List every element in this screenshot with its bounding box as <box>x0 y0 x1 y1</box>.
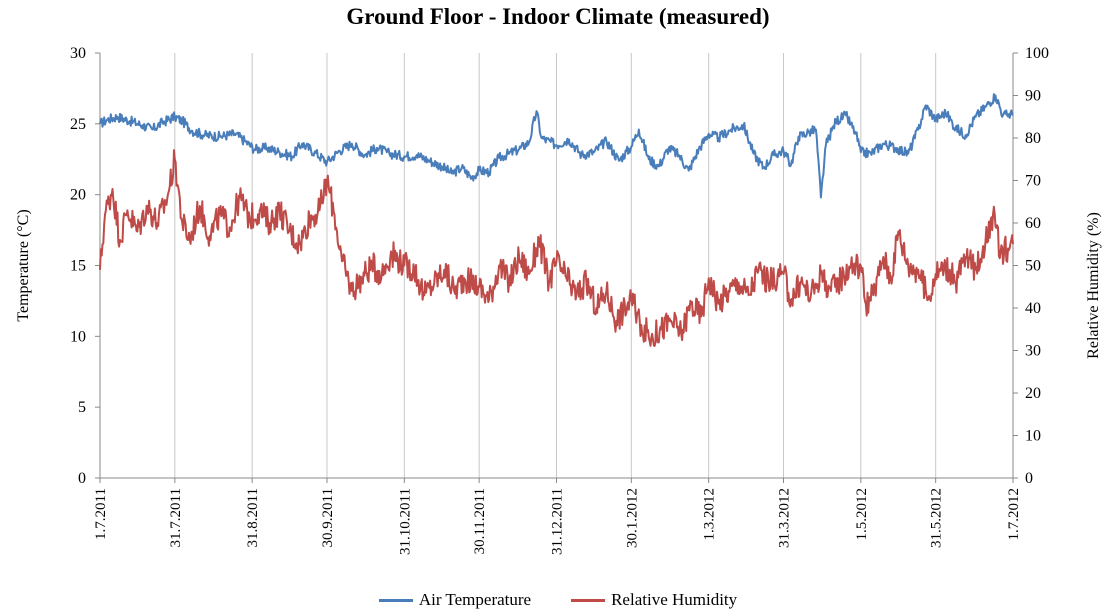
x-tick-label: 30.9.2011 <box>320 488 336 547</box>
y-left-tick-label: 30 <box>70 45 86 62</box>
x-tick-label: 1.3.2012 <box>702 488 718 541</box>
x-tick-label: 30.11.2011 <box>472 488 488 554</box>
y-left-tick-label: 10 <box>70 328 86 345</box>
chart-legend: Air Temperature Relative Humidity <box>0 590 1116 610</box>
series-line-air-temperature <box>99 93 1014 199</box>
x-tick-label: 31.7.2011 <box>168 488 184 547</box>
y-axis-right-title: Relative Humidity (%) <box>1085 212 1102 359</box>
y-axis-left-title: Temperature (°C) <box>15 209 32 321</box>
y-right-tick-label: 20 <box>1025 385 1041 402</box>
legend-swatch-air-temperature <box>378 598 413 602</box>
legend-swatch-relative-humidity <box>571 598 606 602</box>
legend-item-air-temperature: Air Temperature <box>378 590 532 610</box>
y-right-tick-label: 50 <box>1025 258 1041 275</box>
x-tick-label: 1.5.2012 <box>854 488 870 541</box>
y-left-tick-label: 0 <box>78 470 86 487</box>
x-tick-label: 31.5.2012 <box>929 488 945 548</box>
legend-label-relative-humidity: Relative Humidity <box>611 590 738 609</box>
y-right-tick-label: 90 <box>1025 88 1041 105</box>
y-left-tick-label: 25 <box>70 116 86 133</box>
legend-item-relative-humidity: Relative Humidity <box>571 590 737 610</box>
x-tick-label: 1.7.2011 <box>93 488 109 540</box>
x-tick-label: 31.12.2011 <box>550 488 566 555</box>
y-right-tick-label: 30 <box>1025 343 1041 360</box>
x-tick-label: 30.1.2012 <box>624 488 640 548</box>
x-tick-label: 31.3.2012 <box>777 488 793 548</box>
x-tick-label: 1.7.2012 <box>1006 488 1022 541</box>
y-right-tick-label: 100 <box>1025 45 1049 62</box>
y-left-tick-label: 20 <box>70 187 86 204</box>
label-layer: 1.7.2011 31.7.2011 31.8.2011 30.9.2011 31.10… <box>15 45 1102 555</box>
y-right-tick-label: 70 <box>1025 173 1041 190</box>
y-left-tick-label: 5 <box>78 399 86 416</box>
x-tick-label: 31.8.2011 <box>245 488 261 547</box>
y-right-tick-label: 10 <box>1025 428 1041 445</box>
y-right-tick-label: 0 <box>1025 470 1033 487</box>
x-tick-label: 31.10.2011 <box>397 488 413 555</box>
y-left-tick-label: 15 <box>70 258 86 275</box>
y-right-tick-label: 40 <box>1025 300 1041 317</box>
y-right-tick-label: 60 <box>1025 215 1041 232</box>
y-right-tick-label: 80 <box>1025 130 1041 147</box>
legend-label-air-temperature: Air Temperature <box>418 590 532 609</box>
series-line-relative-humidity <box>99 149 1014 347</box>
series-layer <box>99 93 1014 347</box>
chart-title: Ground Floor - Indoor Climate (measured) <box>346 4 770 29</box>
